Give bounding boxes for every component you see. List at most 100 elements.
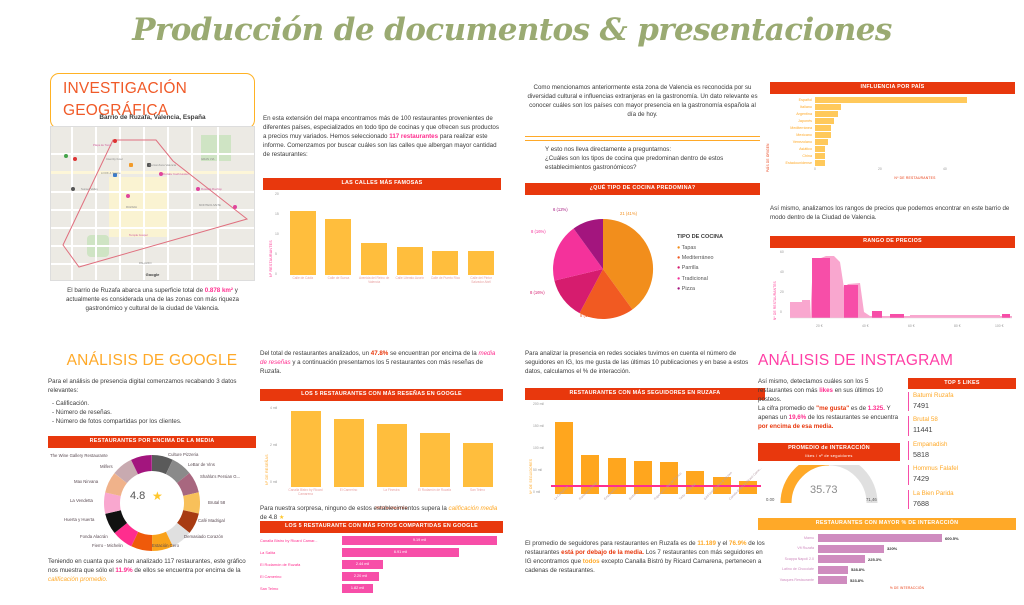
donut-label-demasiado-corazon: Demasiado Corazón (184, 534, 224, 540)
donut-label-wine-gallery: The Wine Gallery Restaurante (50, 453, 108, 459)
bar-san-telmo[interactable] (462, 442, 493, 488)
bar-el-camerino[interactable] (333, 418, 364, 488)
bar-calle-cadiz[interactable] (289, 211, 316, 276)
gauge-banner: PROMEDIO de INTERACCIÓN likes / nº de se… (758, 443, 900, 461)
resenas-banner: LOS 5 RESTAURANTES CON MÁS RESEÑAS EN GO… (260, 389, 503, 402)
hbar-italiano[interactable] (815, 104, 841, 111)
google-logo: Google (145, 272, 160, 278)
seguidores-banner: RESTAURANTES CON MÁS SEGUIDORES EN RUZAF… (525, 388, 765, 401)
gauge-arc[interactable] (774, 464, 884, 509)
ibar-vasques[interactable] (818, 576, 847, 585)
hbar-mediterranea[interactable] (815, 125, 831, 132)
bar-calle-sueca[interactable] (325, 219, 352, 276)
google-footer: Teniendo en cuanta que se han analizado … (48, 558, 246, 583)
bar-rodamon-ruzafa[interactable] (419, 433, 450, 488)
gauge-value: 35.73 (810, 483, 838, 496)
cocina-chart[interactable]: ¿QUÉ TIPO DE COCINA PREDOMINA? 21 (41%) … (525, 183, 760, 330)
paises-chart[interactable]: INFLUENCIA POR PAÍS PAÍS DE ORIGEN Españ… (766, 82, 1015, 181)
toplike-row-3[interactable]: Empanadish 5818 (908, 440, 1016, 461)
bar-canalla-bistro[interactable] (290, 410, 321, 488)
map-image[interactable]: Plaça de Toros Intercity hotel Mercat Zo… (50, 126, 255, 281)
pbar-camerino[interactable]: 2.20 mil (342, 572, 379, 582)
cocina-banner: ¿QUÉ TIPO DE COCINA PREDOMINA? (525, 183, 760, 196)
cocina-pie[interactable] (533, 207, 683, 332)
map-boundary-polygon (62, 139, 249, 268)
donut-label-la-vendetta: La Vendetta (70, 498, 93, 504)
instagram-title: ANÁLISIS DE INSTAGRAM (758, 352, 954, 369)
bar-puerto-rico[interactable] (432, 251, 459, 276)
cocina-legend: TIPO DE COCINA ● Tapas ● Mediterráneo ● … (677, 234, 723, 292)
paises-bars: Español Italiano Argentina Japonés Medit… (770, 97, 1015, 167)
bar-la-finestra[interactable] (376, 424, 407, 488)
pbar-san-telmo[interactable]: 1.82 mil (342, 584, 373, 594)
google-title: ANÁLISIS DE GOOGLE (66, 352, 238, 369)
pbar-rodamon[interactable]: 2.44 mil (342, 560, 383, 570)
donut-label-brutal58: Brutal 58 (208, 500, 226, 506)
divider-rules (525, 133, 760, 144)
fotos-banner: LOS 5 RESTAURANTE CON MÁS FOTOS COMPARTI… (260, 521, 503, 534)
hbar-espanol[interactable] (815, 97, 967, 104)
streets-chart[interactable]: LAS CALLES MÁS FAMOSAS Nº RESTAURANTES 2… (263, 178, 501, 303)
precios-banner: RANGO DE PRECIOS (770, 236, 1015, 249)
bar-canigueta[interactable] (555, 422, 574, 495)
bar-panorama-pizzas[interactable] (581, 454, 600, 495)
streets-bars (285, 195, 499, 276)
ibar-mamu[interactable] (818, 534, 942, 543)
toplike-row-2[interactable]: Brutal 58 11441 (908, 416, 1016, 436)
paises-banner: INFLUENCIA POR PAÍS (770, 82, 1015, 95)
ibar-vft-ruzafa[interactable] (818, 544, 884, 553)
ibar-latino-chocolate[interactable] (818, 565, 848, 574)
legend-item-tapas: ● Tapas (677, 244, 697, 251)
bullet-fotos: - Número de fotos compartidas por los cl… (52, 417, 182, 425)
bar-tasty-poke[interactable] (686, 471, 705, 495)
page-title: Producción de documentos & presentacione… (132, 12, 892, 48)
hbar-mexicano[interactable] (815, 132, 831, 139)
pbar-la-salita[interactable]: 6.91 mil (342, 548, 459, 558)
toplike-row-1[interactable]: Batumi Ruzafa 7491 (908, 392, 1016, 412)
gauge-chart[interactable]: PROMEDIO de INTERACCIÓN likes / nº de se… (758, 443, 900, 505)
hbar-japones[interactable] (815, 118, 834, 125)
average-line (551, 485, 761, 487)
donut-label-shahla: Shahla's Persian G... (200, 474, 241, 480)
pie-slice-tradicional (553, 228, 603, 282)
donut-label-milfers: Milfers (100, 464, 113, 470)
pie-label-mediterraneo: 8 (16%) (580, 313, 595, 319)
bar-literato-azorin[interactable] (396, 247, 423, 276)
bar-avenida-reino[interactable] (361, 243, 388, 276)
donut-label-max-nirvana: Max Nirvana (74, 479, 99, 485)
pbar-canalla[interactable]: 9.19 mil (342, 536, 497, 546)
hbar-estadounidense[interactable] (815, 160, 825, 167)
legend-item-mediterraneo: ● Mediterráneo (677, 254, 714, 261)
resenas-chart[interactable]: LOS 5 RESTAURANTES CON MÁS RESEÑAS EN GO… (260, 389, 503, 513)
ibar-scappa-napoli[interactable] (818, 555, 865, 564)
google-donut-chart[interactable]: RESTAURANTES POR ENCIMA DE LA MEDIA (48, 436, 256, 558)
toplike-row-5[interactable]: La Bien Parida 7688 (908, 489, 1016, 510)
interaccion-chart[interactable]: RESTAURANTES CON MAYOR % DE INTERACCIÓN … (758, 518, 1016, 591)
rating-donut[interactable] (104, 455, 200, 552)
legend-item-parrilla: ● Parrilla (677, 265, 699, 272)
precios-chart[interactable]: RANGO DE PRECIOS Nº DE RESTAURANTES 60 4… (770, 236, 1015, 338)
bar-canalla-ig[interactable] (738, 480, 757, 495)
pie-slice-parrilla (554, 269, 603, 314)
hbar-venezolano[interactable] (815, 139, 828, 146)
streets-banner: LAS CALLES MÁS FAMOSAS (263, 178, 501, 191)
seguidores-bars (551, 404, 761, 495)
toplike-row-4[interactable]: Hommus Falafel 7429 (908, 465, 1016, 485)
pie-label-tapas: 21 (41%) (620, 211, 637, 217)
hbar-china[interactable] (815, 153, 825, 160)
donut-label-fierro-michelin: Fierro - Michelin (92, 543, 123, 549)
rating-center-value: 4.8 (130, 490, 146, 503)
bar-pintor-salvador[interactable] (468, 251, 495, 276)
pie-slice-tapas (603, 219, 654, 310)
hbar-argentina[interactable] (815, 111, 838, 118)
gauge-min: 0.00 (766, 496, 775, 502)
google-banner: RESTAURANTES POR ENCIMA DE LA MEDIA (48, 436, 256, 449)
seguidores-chart[interactable]: RESTAURANTES CON MÁS SEGUIDORES EN RUZAF… (525, 388, 765, 547)
fotos-chart[interactable]: LOS 5 RESTAURANTE CON MÁS FOTOS COMPARTI… (260, 521, 503, 594)
pie-slice-pizza (573, 219, 603, 270)
hbar-asiatico[interactable] (815, 146, 825, 153)
google-intro: Para el análisis de presencia digital co… (48, 378, 256, 427)
top-likes-panel: TOP 5 LIKES Batumi Ruzafa 7491 Brutal 58… (908, 378, 1016, 514)
precios-histogram[interactable] (790, 252, 1012, 324)
pie-label-tradicional: 8 (16%) (531, 229, 546, 235)
